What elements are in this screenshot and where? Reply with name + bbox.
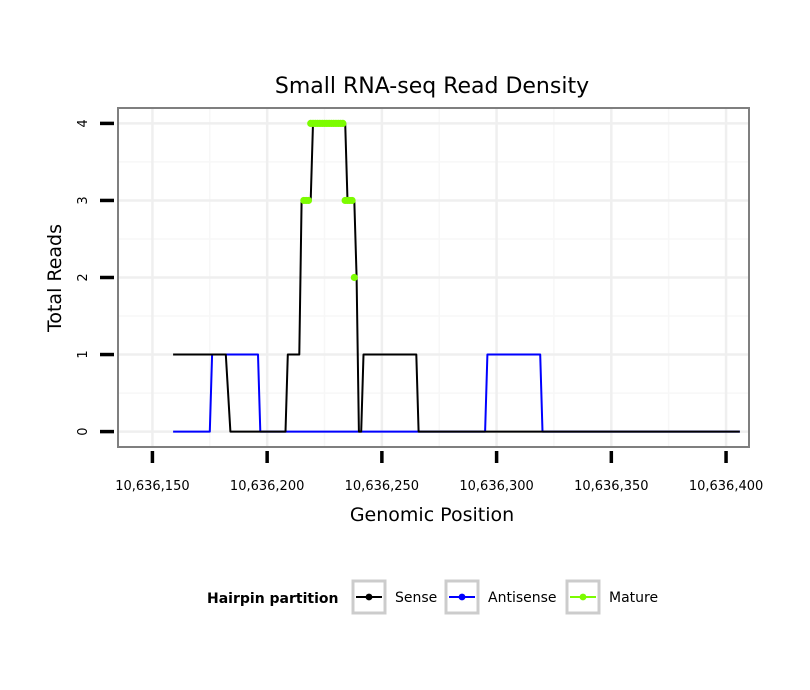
legend-label-sense: Sense [395,590,437,606]
series-mature-points [300,119,358,282]
x-tick-label: 10,636,400 [689,479,763,494]
legend-entry-sense: Sense [351,579,437,615]
y-axis-title: Total Reads [44,224,66,333]
legend-key-point [579,593,587,601]
y-tick-label: 2 [76,273,91,281]
panel-border [117,107,750,448]
x-tick-label: 10,636,150 [115,479,189,494]
x-axis: 10,636,150 10,636,200 10,636,250 10,636,300… [115,451,763,494]
legend-key-point [458,593,466,601]
mature-point [304,196,313,205]
y-tick-label: 3 [76,196,91,204]
legend-title: Hairpin partition [207,591,338,607]
mature-point [348,196,356,205]
legend: Hairpin partition Sense Antisense Mature [207,579,658,615]
legend-label-mature: Mature [609,590,658,606]
x-tick-label: 10,636,250 [345,479,419,494]
y-tick-label: 1 [76,350,91,358]
legend-entry-antisense: Antisense [444,579,557,615]
x-tick-label: 10,636,200 [230,479,304,494]
y-axis: 0 1 2 3 4 [76,119,114,436]
x-tick-label: 10,636,300 [459,479,533,494]
mature-point [339,119,347,128]
legend-key-point [365,593,373,601]
x-tick-label: 10,636,350 [574,479,648,494]
y-tick-label: 4 [76,119,91,127]
y-tick-label: 0 [76,427,91,435]
x-axis-title: Genomic Position [350,504,514,526]
legend-entry-mature: Mature [565,579,658,615]
mature-point [350,273,358,282]
chart-title: Small RNA-seq Read Density [275,74,589,99]
series-line-antisense [173,353,740,433]
plot-panel [117,107,750,448]
legend-label-antisense: Antisense [488,590,557,606]
